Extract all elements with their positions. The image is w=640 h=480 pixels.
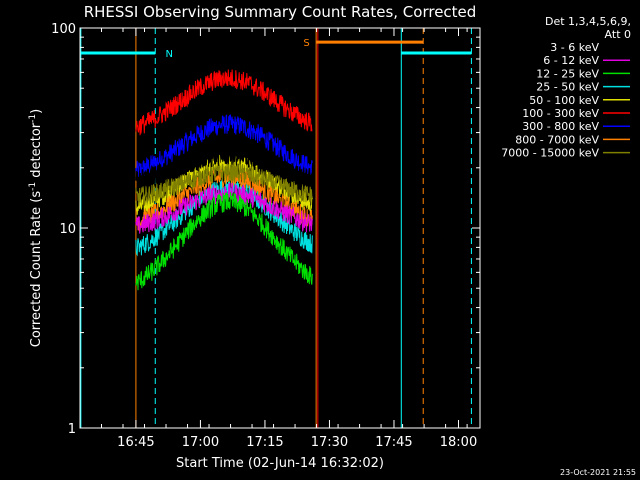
- series-line: [135, 182, 313, 234]
- x-tick-label: 17:00: [182, 435, 219, 450]
- legend-entry-label: 800 - 7000 keV: [515, 133, 599, 146]
- legend-header: Att 0: [605, 28, 631, 41]
- x-axis-label: Start Time (02-Jun-14 16:32:02): [176, 456, 384, 471]
- legend-entry-label: 100 - 300 keV: [522, 107, 599, 120]
- x-tick-label: 18:00: [440, 435, 477, 450]
- x-tick-label: 16:45: [117, 435, 154, 450]
- y-tick-label: 1: [68, 422, 76, 437]
- data-series: [135, 69, 313, 291]
- chart-title: RHESSI Observing Summary Count Rates, Co…: [84, 3, 477, 21]
- y-tick-label: 10: [59, 222, 76, 237]
- y-tick-label: 100: [51, 22, 76, 37]
- generation-timestamp: 23-Oct-2021 21:55: [560, 468, 636, 477]
- x-tick-label: 17:45: [375, 435, 412, 450]
- y-axis-label: Corrected Count Rate (s-1 detector-1): [28, 109, 44, 347]
- flag-label: S: [303, 38, 309, 49]
- series-line: [135, 69, 313, 136]
- legend-entry-label: 6 - 12 keV: [543, 54, 599, 67]
- legend-entry-label: 7000 - 15000 keV: [501, 147, 599, 160]
- x-tick-label: 17:30: [311, 435, 348, 450]
- series-line: [135, 192, 313, 291]
- series-line: [135, 114, 313, 177]
- axes: 1 10 100 16:45 17:00 17:15 17:30 17:45 18:00: [51, 22, 480, 450]
- flag-bars: NS: [80, 38, 472, 60]
- legend-entry-label: 50 - 100 keV: [529, 94, 599, 107]
- legend-entry-label: 25 - 50 keV: [536, 81, 599, 94]
- legend-entry-label: 12 - 25 keV: [536, 67, 599, 80]
- legend-entry-label: 300 - 800 keV: [522, 120, 599, 133]
- legend-header: Det 1,3,4,5,6,9,: [545, 15, 631, 28]
- series-line: [135, 161, 313, 206]
- flag-label: N: [166, 49, 173, 60]
- legend-entry-label: 3 - 6 keV: [550, 41, 599, 54]
- x-tick-label: 17:15: [246, 435, 283, 450]
- series-line: [135, 145, 313, 188]
